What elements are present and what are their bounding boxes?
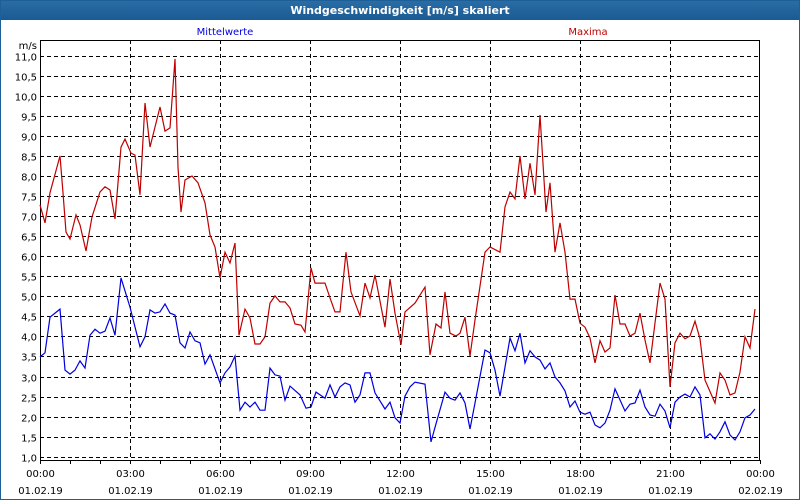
y-tick-label: 11,0 [15,53,37,64]
x-tick-date: 01.02.19 [378,486,423,497]
y-tick-label: 8,0 [21,173,37,184]
y-tick-label: 7,5 [21,193,37,204]
x-tick-date: 01.02.19 [468,486,513,497]
y-tick-label: 2,0 [21,414,37,425]
y-tick-label: 7,0 [21,213,37,224]
x-tick-time: 18:00 [566,469,595,480]
series-line-mittelwerte [39,277,756,443]
x-tick-date: 01.02.19 [558,486,603,497]
y-tick-label: 10,5 [15,73,37,84]
x-tick-date: 01.02.19 [18,486,63,497]
y-tick-label: 3,5 [21,353,37,364]
y-tick-label: 9,5 [21,113,37,124]
x-tick-date: 01.02.19 [648,486,693,497]
x-tick-time: 12:00 [386,469,415,480]
y-tick-label: 5,0 [21,293,37,304]
y-tick-label: 1,0 [21,454,37,465]
x-tick-time: 15:00 [476,469,505,480]
x-tick-date: 01.02.19 [108,486,153,497]
x-tick-time: 09:00 [296,469,325,480]
x-tick-date: 02.02.19 [738,486,783,497]
y-tick-label: 1,5 [21,434,37,445]
y-tick-label: 8,5 [21,153,37,164]
x-tick-date: 01.02.19 [288,486,333,497]
x-tick-time: 00:00 [26,469,55,480]
series-line-maxima [39,58,756,406]
x-tick-time: 21:00 [656,469,685,480]
x-tick-time: 00:00 [746,469,775,480]
y-tick-label: 3,0 [21,374,37,385]
plot-frame [40,40,760,461]
legend-maxima: Maxima [568,27,607,38]
window-title: Windgeschwindigkeit [m/s] skaliert [1,1,799,20]
x-tick-time: 03:00 [116,469,145,480]
y-tick-label: 6,5 [21,233,37,244]
y-tick-label: 5,5 [21,273,37,284]
y-tick-label: 6,0 [21,253,37,264]
y-tick-label: 10,0 [15,93,37,104]
x-tick-date: 01.02.19 [198,486,243,497]
x-tick-time: 06:00 [206,469,235,480]
y-tick-label: 2,5 [21,394,37,405]
y-tick-label: 4,5 [21,313,37,324]
y-tick-label: 9,0 [21,133,37,144]
y-axis-unit: m/s [19,41,37,52]
y-tick-label: 4,0 [21,333,37,344]
legend-mittelwerte: Mittelwerte [197,27,254,38]
